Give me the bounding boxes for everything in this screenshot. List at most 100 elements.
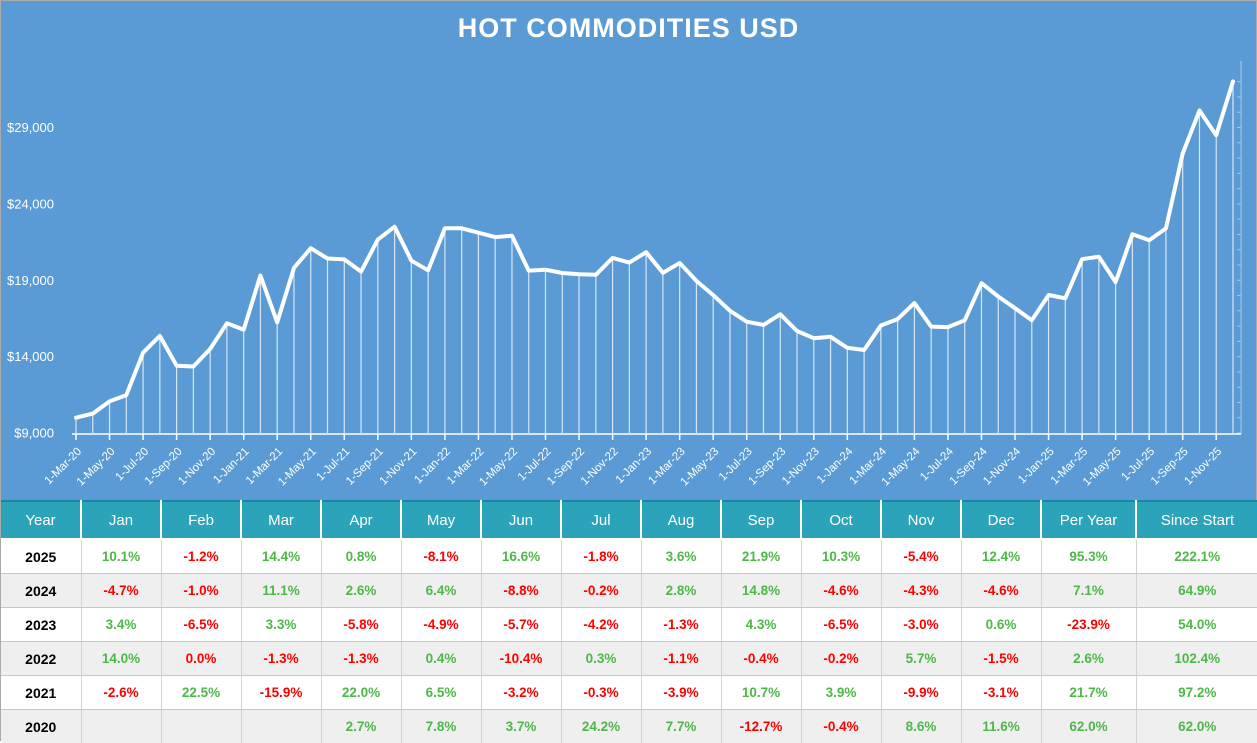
- return-cell: 24.2%: [561, 710, 641, 743]
- return-cell: -0.2%: [801, 642, 881, 676]
- return-cell: -4.3%: [881, 574, 961, 608]
- return-cell: -2.6%: [81, 676, 161, 710]
- return-cell: -5.4%: [881, 539, 961, 574]
- return-cell: 16.6%: [481, 539, 561, 574]
- x-axis: [72, 434, 1241, 440]
- return-cell: 14.0%: [81, 642, 161, 676]
- return-cell: 97.2%: [1136, 676, 1257, 710]
- return-cell: -1.3%: [241, 642, 321, 676]
- return-cell: -15.9%: [241, 676, 321, 710]
- return-cell: -0.3%: [561, 676, 641, 710]
- return-cell: -1.5%: [961, 642, 1041, 676]
- return-cell: 12.4%: [961, 539, 1041, 574]
- return-cell: 3.9%: [801, 676, 881, 710]
- return-cell: -4.9%: [401, 608, 481, 642]
- table-row: 2024-4.7%-1.0%11.1%2.6%6.4%-8.8%-0.2%2.8…: [1, 574, 1257, 608]
- return-cell: -6.5%: [801, 608, 881, 642]
- return-cell: -3.0%: [881, 608, 961, 642]
- column-header: Apr: [321, 501, 401, 539]
- return-cell: 2.8%: [641, 574, 721, 608]
- return-cell: 7.8%: [401, 710, 481, 743]
- plot-right-border: [1237, 61, 1241, 434]
- x-axis-label: 1-Nov-21: [378, 446, 420, 488]
- return-cell: -3.1%: [961, 676, 1041, 710]
- y-axis-label: $9,000: [14, 426, 54, 441]
- x-axis-label: 1-Nov-24: [981, 445, 1023, 487]
- column-header: Year: [1, 501, 81, 539]
- table-row: 2021-2.6%22.5%-15.9%22.0%6.5%-3.2%-0.3%-…: [1, 676, 1257, 710]
- return-cell: -4.6%: [801, 574, 881, 608]
- column-header: Aug: [641, 501, 721, 539]
- return-cell: 14.4%: [241, 539, 321, 574]
- return-cell: -0.4%: [721, 642, 801, 676]
- return-cell: 11.1%: [241, 574, 321, 608]
- return-cell: -5.8%: [321, 608, 401, 642]
- return-cell: -9.9%: [881, 676, 961, 710]
- return-cell: 2.6%: [1041, 642, 1136, 676]
- y-axis-label: $19,000: [7, 273, 54, 288]
- return-cell: -6.5%: [161, 608, 241, 642]
- year-label: 2023: [1, 608, 81, 642]
- return-cell: 14.8%: [721, 574, 801, 608]
- column-header: Sep: [721, 501, 801, 539]
- return-cell: -1.1%: [641, 642, 721, 676]
- column-header: Jul: [561, 501, 641, 539]
- return-cell: 95.3%: [1041, 539, 1136, 574]
- column-header: Jan: [81, 501, 161, 539]
- return-cell: -4.7%: [81, 574, 161, 608]
- return-cell: 0.4%: [401, 642, 481, 676]
- return-cell: 10.3%: [801, 539, 881, 574]
- return-cell: -1.8%: [561, 539, 641, 574]
- return-cell: 62.0%: [1136, 710, 1257, 743]
- return-cell: 64.9%: [1136, 574, 1257, 608]
- return-cell: -3.9%: [641, 676, 721, 710]
- column-header: Jun: [481, 501, 561, 539]
- return-cell: -1.2%: [161, 539, 241, 574]
- return-cell: -5.7%: [481, 608, 561, 642]
- return-cell: 3.7%: [481, 710, 561, 743]
- return-cell: -1.3%: [641, 608, 721, 642]
- y-axis-label: $24,000: [7, 196, 54, 211]
- column-header: Mar: [241, 501, 321, 539]
- column-header: Nov: [881, 501, 961, 539]
- column-header: May: [401, 501, 481, 539]
- return-cell: 21.7%: [1041, 676, 1136, 710]
- return-cell: 54.0%: [1136, 608, 1257, 642]
- return-cell: 11.6%: [961, 710, 1041, 743]
- return-cell: 6.5%: [401, 676, 481, 710]
- return-cell: 0.3%: [561, 642, 641, 676]
- return-cell: 8.6%: [881, 710, 961, 743]
- return-cell: 22.5%: [161, 676, 241, 710]
- return-cell: -8.1%: [401, 539, 481, 574]
- column-header: Oct: [801, 501, 881, 539]
- year-label: 2022: [1, 642, 81, 676]
- column-header: Feb: [161, 501, 241, 539]
- return-cell: 21.9%: [721, 539, 801, 574]
- price-chart-svg: $9,000$14,000$19,000$24,000$29,0001-Mar-…: [1, 1, 1257, 500]
- return-cell: 3.4%: [81, 608, 161, 642]
- return-cell: 62.0%: [1041, 710, 1136, 743]
- return-cell: -1.3%: [321, 642, 401, 676]
- return-cell: 6.4%: [401, 574, 481, 608]
- y-axis: $9,000$14,000$19,000$24,000$29,000: [7, 120, 54, 441]
- return-cell: -3.2%: [481, 676, 561, 710]
- return-cell: 222.1%: [1136, 539, 1257, 574]
- return-cell: 10.7%: [721, 676, 801, 710]
- return-cell: 102.4%: [1136, 642, 1257, 676]
- x-axis-label: 1-Nov-23: [780, 446, 822, 488]
- return-cell: [161, 710, 241, 743]
- return-cell: -10.4%: [481, 642, 561, 676]
- return-cell: -12.7%: [721, 710, 801, 743]
- column-header: Dec: [961, 501, 1041, 539]
- drop-lines: [76, 81, 1233, 433]
- return-cell: 10.1%: [81, 539, 161, 574]
